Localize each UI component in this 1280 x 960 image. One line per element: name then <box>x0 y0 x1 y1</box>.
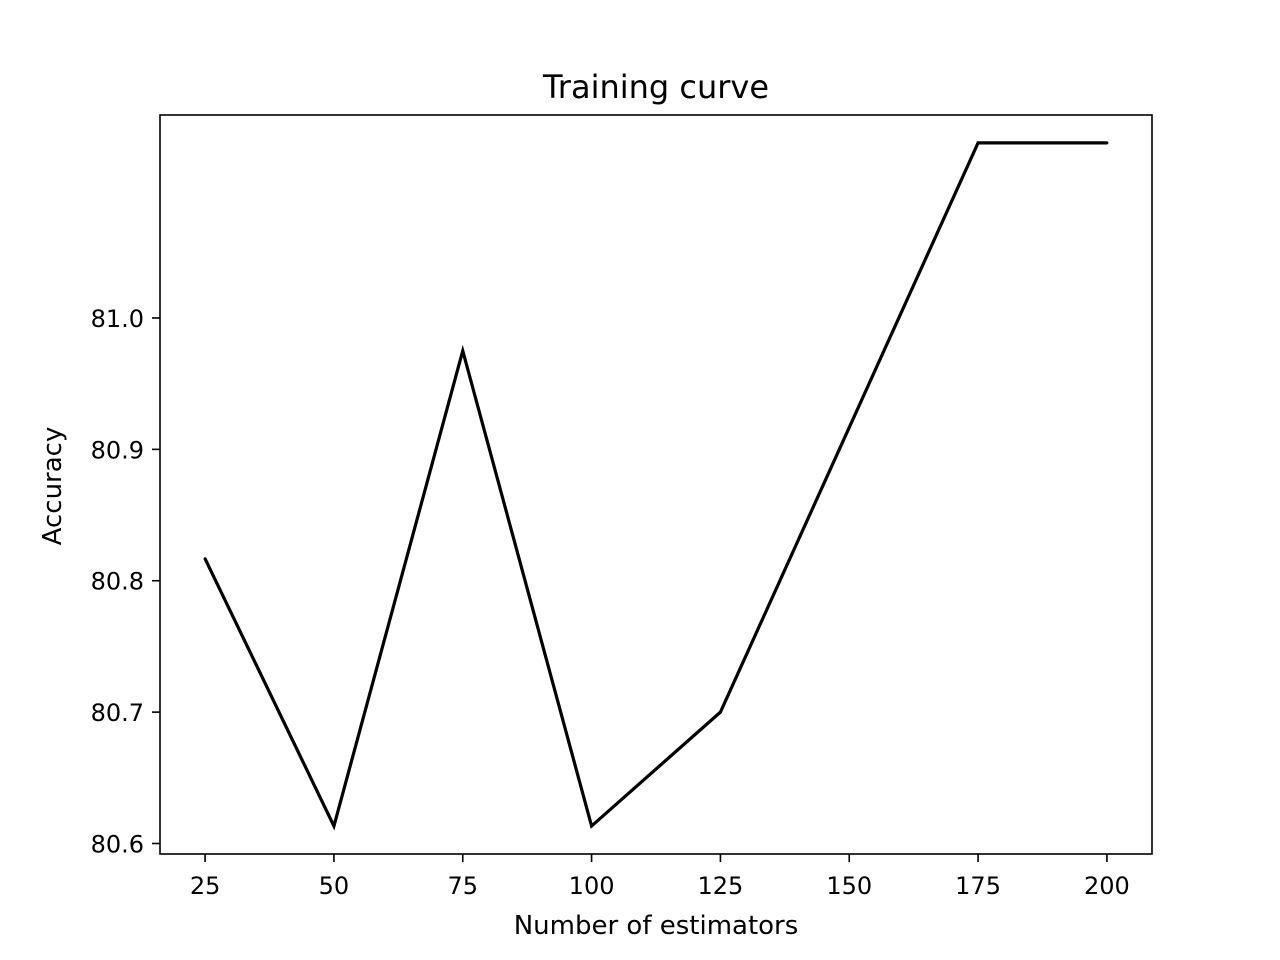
data-point <box>332 824 336 828</box>
x-tick-label: 25 <box>190 872 221 900</box>
x-tick-label: 175 <box>955 872 1001 900</box>
x-tick-label: 75 <box>447 872 478 900</box>
data-point <box>718 710 722 714</box>
x-tick-label: 100 <box>569 872 615 900</box>
data-point <box>203 557 207 561</box>
x-tick-label: 50 <box>319 872 350 900</box>
data-point <box>461 349 465 353</box>
data-point <box>1105 141 1109 145</box>
y-axis-label: Accuracy <box>38 427 68 546</box>
y-tick-label: 80.8 <box>91 568 144 596</box>
x-tick-label: 125 <box>698 872 744 900</box>
series-layer <box>203 141 1109 831</box>
data-point <box>590 824 594 828</box>
y-tick-label: 80.9 <box>91 436 144 464</box>
x-tick-label: 200 <box>1084 872 1130 900</box>
accuracy-series-line <box>203 141 1107 831</box>
y-tick-label: 81.0 <box>91 305 144 333</box>
chart-title: Training curve <box>542 68 769 106</box>
plot-frame <box>159 114 1153 855</box>
x-axis-ticks: 25 50 75 100 125 150 175 200 <box>190 854 1130 900</box>
x-axis-label: Number of estimators <box>514 911 799 941</box>
y-axis-ticks: 80.6 80.7 80.8 80.9 81.0 <box>91 305 160 858</box>
data-point <box>976 141 980 145</box>
data-point <box>847 425 851 429</box>
y-tick-label: 80.7 <box>91 699 144 727</box>
x-tick-label: 150 <box>826 872 872 900</box>
y-tick-label: 80.6 <box>91 830 144 858</box>
